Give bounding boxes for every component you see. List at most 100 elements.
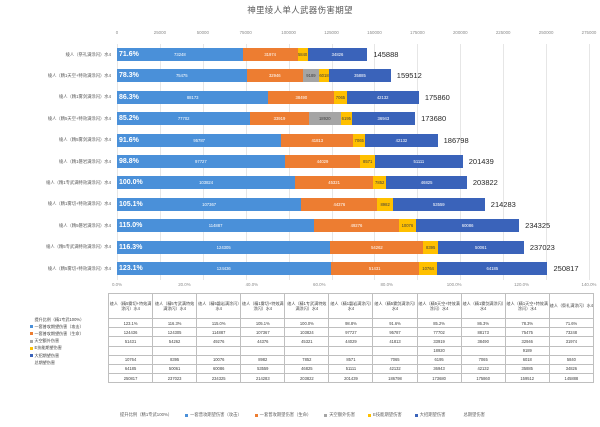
table-row-label-text: 提升比例（精1专武100%） [34,316,85,322]
bar-segment: 8982 [377,197,393,211]
x-tick-top: 275000 [581,30,597,35]
legend-item[interactable]: 一套普攻期望伤害（攻击） [185,412,242,418]
stacked-bar: 95787 41813 7065 42132 [117,133,438,147]
bar-row: 绫人（精5磐岩满涂闪）水4 114887 49276 10076 60086 115.0%… [0,215,600,236]
table-cell [372,345,418,356]
bar-total-label: 250817 [553,264,579,273]
legend-marker [324,413,328,417]
bar-segment: 60086 [416,219,520,233]
table-cell: 60086 [196,363,242,375]
table-cell: 53559 [240,363,286,375]
table-cell: 8395 [152,354,198,365]
table-cell: 98.8% [328,317,374,329]
table-cell: 73248 [548,327,595,338]
table-column-header: 绫人（精5雾剑满涂闪）水4 [372,293,418,319]
table-cell: 36943 [416,363,462,375]
bar-total-label: 145888 [373,50,399,59]
bar-segment: 45321 [295,176,373,190]
data-table-wrapper: 绫人（精5雾切+特效满涂闪）水4 绫人（精5专武满特效满涂闪）水4 绫人（精5磐岩满… [107,293,595,403]
stacked-bar: 88173 38490 7065 42132 [117,90,419,104]
stacked-bar: 75475 32946 9189 6018 35885 [117,69,391,83]
legend-label: E技能期望伤害 [373,412,402,417]
legend-label: 提升比例（精1专武100%） [120,412,173,417]
x-tick-bottom: 100.0% [446,282,462,287]
bar-segment: 31974 [242,48,298,61]
x-axis-top-ticks: 0 25000 50000 75000 100000 125000 150000 175000… [116,30,597,44]
legend-marker [254,413,258,417]
table-row-label: 大招期望伤害 [30,352,108,359]
table-cell: 41813 [372,336,418,347]
table-cell [240,345,286,356]
bar-total-label: 201439 [468,157,494,166]
data-table: 绫人（精5雾切+特效满涂闪）水4 绫人（精5专武满特效满涂闪）水4 绫人（精5磐岩满… [107,293,595,384]
bar-total-label: 214283 [490,199,516,209]
bar-category-label: 绫人（精5专武满特效满涂闪）水4 [46,244,111,250]
bar-segment: 46825 [386,176,467,190]
bar-segment: 44376 [301,197,378,211]
table-cell: 44376 [240,336,286,347]
legend-item[interactable]: 总期望伤害 [458,412,484,418]
table-cell: 35885 [504,363,550,375]
stacked-bar: 73248 31974 5840 34826 [117,48,368,61]
table-cell: 95787 [372,327,418,338]
x-tick-bottom: 20.0% [178,282,191,287]
bar-category-label: 绫人（精1雾切+特效满涂闪）水4 [47,201,111,207]
x-tick-top: 125000 [324,30,339,35]
legend-item[interactable]: 天空额外伤害 [324,412,355,418]
bar-category-label: 绫人（精1磐岩满涂闪）水4 [58,158,111,164]
table-cell: 10076 [196,354,242,365]
x-tick-bottom: 140.0% [581,282,597,287]
stacked-bar: 103824 45321 7852 46825 [117,176,467,190]
x-tick-top: 175000 [410,30,425,35]
series-swatch [30,339,33,343]
bar-segment: 73248 [117,48,243,61]
table-cell: 203822 [284,373,330,384]
bar-row: 绫人（精1雾剑满涂闪）水4 88173 38490 7065 42132 86.3% 175… [0,87,600,108]
table-cell: 71.6% [548,317,595,329]
legend-item[interactable]: 提升比例（精1专武100%） [115,412,172,418]
table-cell: 201439 [328,373,374,384]
table-row-label: 总期望伤害 [30,359,108,366]
x-tick-top: 250000 [538,30,554,35]
legend-marker [458,414,461,417]
table-cell: 10764 [107,354,154,365]
table-cell [107,345,154,356]
table-cell: 38490 [460,336,506,347]
table-row-label: 一套普攻期望伤害（攻击） [30,323,108,330]
legend-item[interactable]: E技能期望伤害 [368,412,402,418]
table-cell: 7065 [460,354,506,365]
legend-item[interactable]: 大招期望伤害 [414,412,446,418]
x-tick-top: 150000 [367,30,382,35]
table-header-row: 绫人（精5雾切+特效满涂闪）水4 绫人（精5专武满特效满涂闪）水4 绫人（精5磐岩满… [107,293,595,319]
table-row: 250817 237023 234325 214283 203822 201439 1867… [107,373,595,384]
bar-category-label: 绫人（祭礼满涂闪）水4 [65,51,111,57]
table-row: 64185 50061 60086 53559 46825 51111 42132 36943… [107,363,595,375]
bar-row: 绫人（精5雾切+特效满涂闪）水4 124436 51431 10764 64185 123… [0,258,600,279]
bar-segment: 44029 [284,155,361,168]
table-cell [196,345,242,356]
bar-segment: 34826 [307,48,368,61]
table-cell: 42132 [460,363,506,375]
series-swatch [30,346,33,350]
bar-segment: 18920 [308,112,342,126]
bar-segment: 10764 [418,262,438,275]
table-row-label-text: 一套普攻期望伤害（攻击） [34,323,84,329]
table-cell [460,345,506,356]
table-column-header: 绫人（精5磐岩满涂闪）水4 [196,293,242,319]
table-cell: 97727 [328,327,374,338]
table-row: 124436 124305 114887 107367 103824 97727 95787… [107,327,595,338]
table-row-label-text: E技能期望伤害 [34,345,62,351]
legend-label: 大招期望伤害 [419,412,446,417]
bar-row: 绫人（精1天空+特效满涂闪）水4 75475 32946 9189 6018 35885 7… [0,65,600,86]
legend-marker [368,413,372,417]
x-tick-bottom: 40.0% [245,282,259,287]
legend-item[interactable]: 一套普攻期望伤害（生命） [254,412,311,418]
table-cell: 32946 [504,336,550,347]
plot-area: 0 25000 50000 75000 100000 125000 150000 175000… [0,30,600,292]
bar-segment: 50061 [437,240,524,254]
table-row-label: 天空额外伤害 [30,338,108,345]
x-tick-top: 100000 [281,30,296,35]
table-cell: 214283 [240,373,286,384]
table-cell: 114887 [196,327,242,338]
x-tick-bottom: 0.0% [111,282,123,287]
